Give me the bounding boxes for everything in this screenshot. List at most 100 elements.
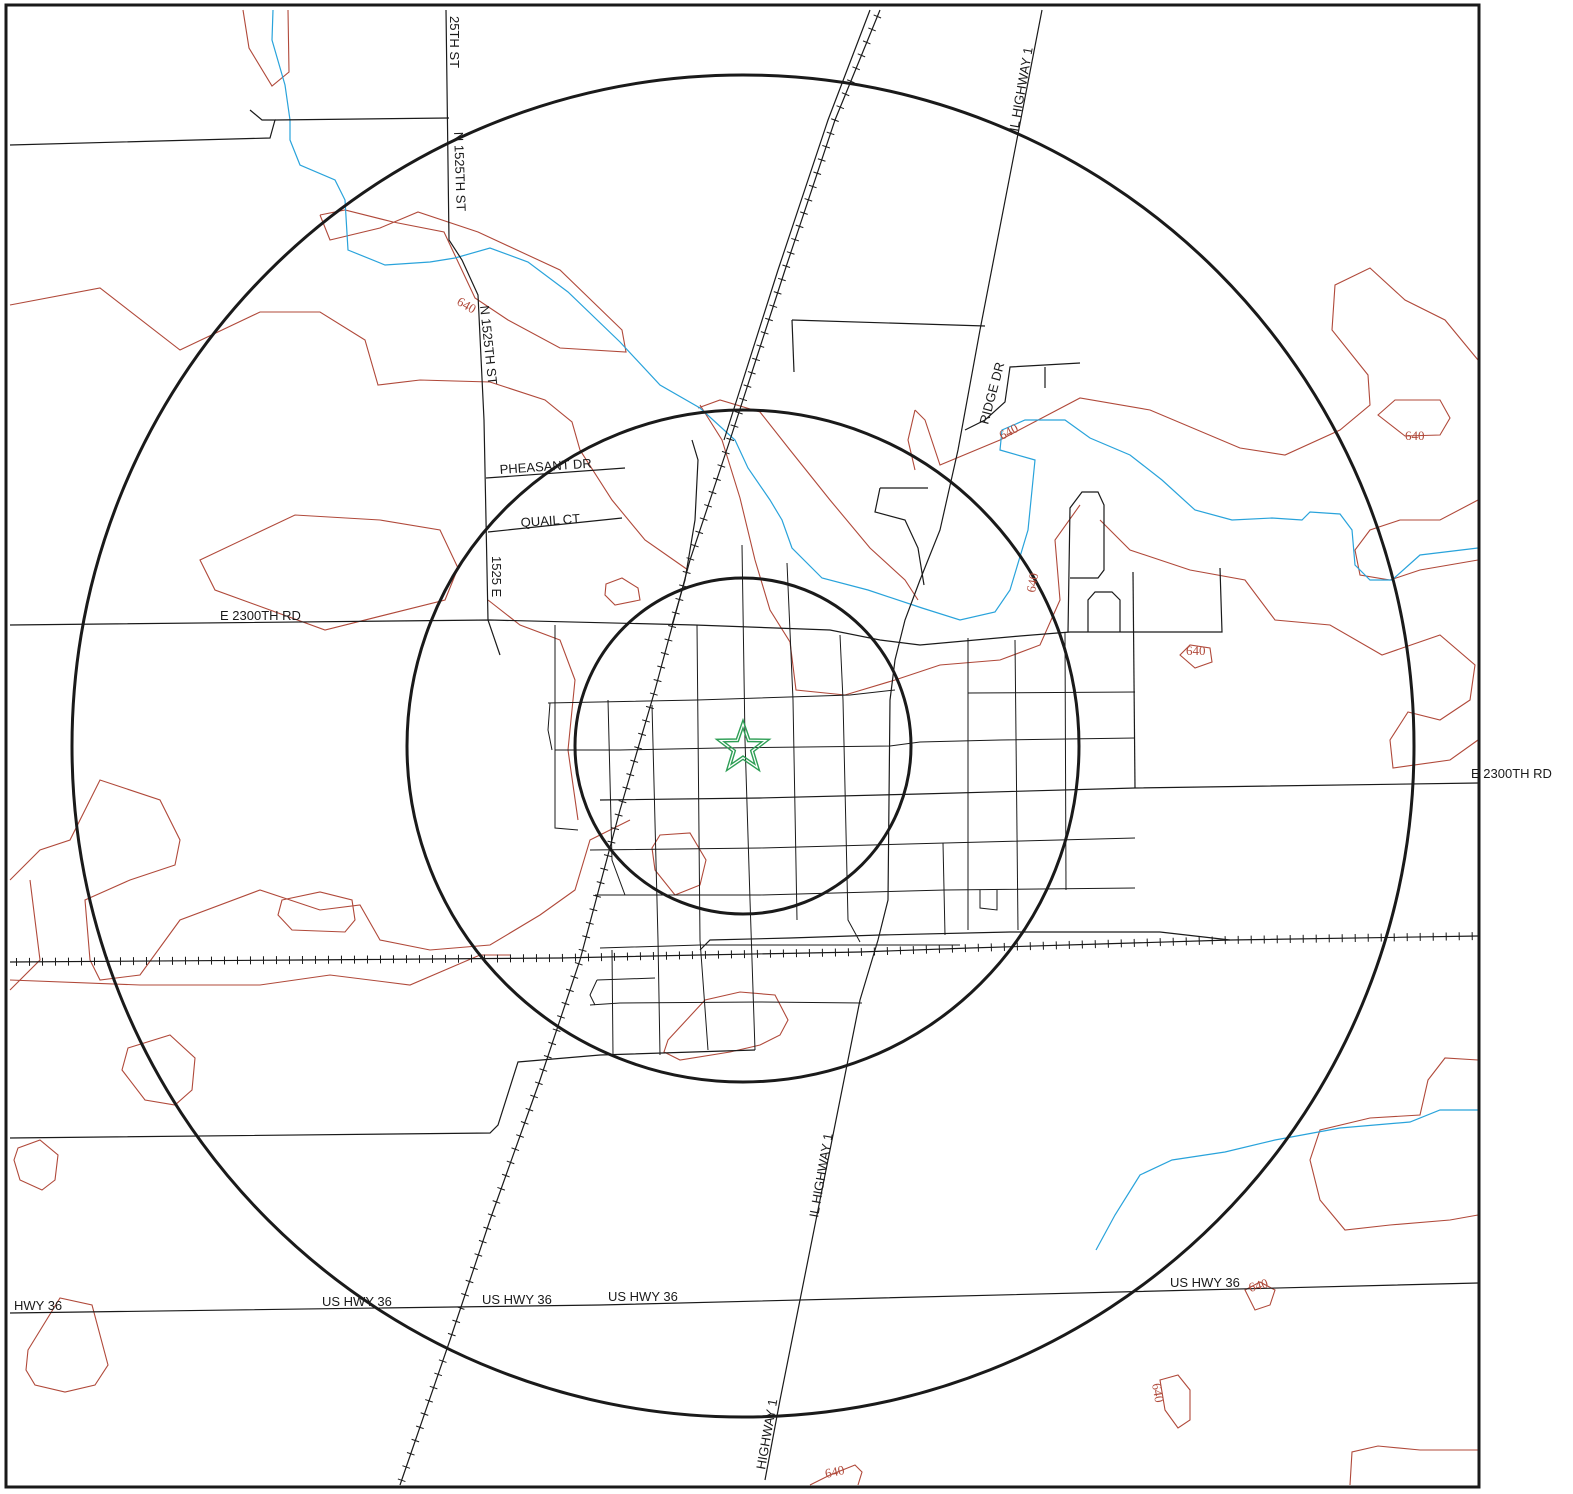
rail-tick xyxy=(649,692,658,696)
rail-tick xyxy=(645,705,654,710)
rail-tick xyxy=(593,894,601,898)
rail-tick xyxy=(534,1081,543,1086)
rail-tick xyxy=(626,773,635,777)
rail-tick xyxy=(708,490,717,495)
label-us-hwy-36-d: US HWY 36 xyxy=(1170,1275,1240,1290)
label-1525-e: 1525 E xyxy=(489,556,504,598)
rail-tick xyxy=(487,1213,496,1217)
roads xyxy=(9,9,1479,1481)
label-quail-ct: QUAIL CT xyxy=(520,511,580,530)
contour-label: 640 xyxy=(1186,643,1206,658)
label-hwy-36-west: HWY 36 xyxy=(14,1298,62,1313)
rail-tick xyxy=(561,1001,570,1006)
rail-tick xyxy=(406,1452,415,1456)
rail-tick xyxy=(516,1134,524,1138)
label-ridge-dr: RIDGE DR xyxy=(976,360,1007,425)
contour-label: 640 xyxy=(1149,1382,1167,1404)
contour-lines xyxy=(9,9,1479,1486)
rail-tick xyxy=(506,1160,515,1165)
rail-tick xyxy=(721,450,730,455)
rail-tick xyxy=(611,827,620,831)
rail-tick xyxy=(634,746,643,750)
rail-tick xyxy=(425,1399,433,1403)
rail-tick xyxy=(447,1332,456,1337)
rail-tick xyxy=(668,624,677,629)
rail-tick xyxy=(730,424,739,428)
rail-tick xyxy=(808,184,817,189)
outer-ring xyxy=(70,73,1416,1419)
label-us-hwy-36-c: US HWY 36 xyxy=(608,1289,678,1304)
rail-tick xyxy=(862,40,871,45)
rail-tick xyxy=(530,1094,539,1099)
railroad-north-south xyxy=(399,9,881,1486)
rail-tick xyxy=(817,158,826,162)
town-streets xyxy=(547,544,1136,1056)
label-us-hwy-36-b: US HWY 36 xyxy=(482,1292,552,1307)
contour-label: 640 xyxy=(824,1462,846,1481)
middle-ring xyxy=(405,408,1081,1084)
rail-tick xyxy=(429,1385,438,1390)
rail-tick xyxy=(570,975,579,979)
rail-tick xyxy=(630,759,639,763)
rail-tick xyxy=(438,1359,447,1363)
rail-tick xyxy=(614,813,623,817)
rail-tick xyxy=(831,118,839,122)
rail-tick xyxy=(686,557,695,561)
rail-tick xyxy=(618,799,627,804)
label-e2300th-rd-west: E 2300TH RD xyxy=(220,608,301,623)
rail-tick xyxy=(752,357,761,362)
rail-tick xyxy=(671,611,680,615)
rail-tick xyxy=(434,1372,443,1377)
rail-tick xyxy=(765,317,773,322)
inner-ring xyxy=(573,576,913,916)
rail-tick xyxy=(456,1306,465,1310)
rail-tick xyxy=(539,1068,548,1072)
rail-tick xyxy=(461,1293,470,1297)
rail-tick xyxy=(465,1279,474,1284)
rail-tick xyxy=(726,437,735,442)
label-il-highway-1-mid: IL HIGHWAY 1 xyxy=(806,1132,836,1219)
contour-label: 640 xyxy=(1405,428,1425,443)
rail-tick xyxy=(836,105,845,110)
rail-tick xyxy=(690,543,699,548)
rail-tick xyxy=(826,131,835,136)
rail-tick xyxy=(565,988,574,993)
rail-tick xyxy=(492,1200,501,1204)
contour-label: 640 xyxy=(1247,1275,1270,1295)
label-pheasant-dr: PHEASANT DR xyxy=(499,456,592,477)
rail-tick xyxy=(596,881,605,885)
rail-tick xyxy=(607,840,616,844)
label-25th-st: 25TH ST xyxy=(447,16,462,68)
rail-tick xyxy=(712,477,721,481)
rail-tick xyxy=(813,171,822,176)
rail-tick xyxy=(520,1121,529,1125)
rail-tick xyxy=(557,1015,565,1019)
rail-tick xyxy=(478,1239,487,1244)
rail-tick xyxy=(578,948,587,952)
rail-tick xyxy=(747,371,756,375)
rail-tick xyxy=(552,1028,561,1032)
rail-tick xyxy=(739,397,748,402)
rail-tick xyxy=(804,198,813,202)
rail-tick xyxy=(469,1266,478,1270)
rail-tick xyxy=(734,411,743,415)
rail-tick xyxy=(574,962,583,966)
rail-tick xyxy=(791,237,800,242)
rivers xyxy=(271,9,1479,1251)
rail-tick xyxy=(704,504,713,508)
rail-tick xyxy=(415,1425,424,1430)
rail-tick xyxy=(822,144,831,149)
rail-tick xyxy=(411,1438,420,1443)
rail-tick xyxy=(657,665,666,669)
rail-tick xyxy=(603,854,612,858)
rail-tick xyxy=(743,384,752,388)
rail-tick xyxy=(600,867,609,871)
rail-tick xyxy=(653,679,662,683)
label-highway-1-south: HIGHWAY 1 xyxy=(753,1398,780,1471)
rail-tick xyxy=(501,1173,510,1178)
rail-tick xyxy=(756,344,765,348)
label-us-hwy-36-a: US HWY 36 xyxy=(322,1294,392,1309)
contour-label: 640 xyxy=(1023,572,1041,594)
rail-tick xyxy=(852,66,861,71)
railroad-ticks xyxy=(15,14,1473,1483)
